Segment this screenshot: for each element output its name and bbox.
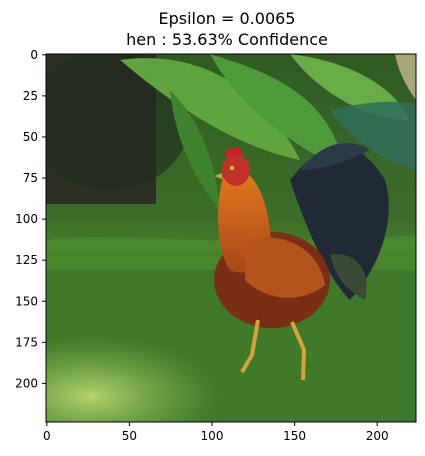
y-tick-label: 150 bbox=[15, 294, 38, 308]
rooster-tail-feather bbox=[300, 142, 370, 170]
rooster-wing bbox=[245, 237, 325, 298]
x-tick-label: 150 bbox=[283, 429, 306, 443]
y-tick-label: 75 bbox=[23, 171, 38, 185]
y-tick-label: 25 bbox=[23, 89, 38, 103]
title-line-1: Epsilon = 0.0065 bbox=[159, 9, 296, 28]
y-tick-label: 175 bbox=[15, 335, 38, 349]
x-tick-label: 0 bbox=[43, 429, 51, 443]
x-tick-label: 100 bbox=[201, 429, 224, 443]
y-tick-label: 125 bbox=[15, 253, 38, 267]
title-line-2: hen : 53.63% Confidence bbox=[126, 30, 328, 49]
rooster-comb bbox=[224, 147, 244, 157]
rooster-beak bbox=[214, 173, 222, 179]
y-tick-label: 200 bbox=[15, 376, 38, 390]
rooster-leg-right bbox=[290, 321, 307, 381]
rooster-tail bbox=[290, 146, 389, 300]
leaf-4 bbox=[330, 101, 416, 170]
leaf-1 bbox=[120, 58, 300, 160]
plot-frame bbox=[45, 53, 417, 423]
x-axis: 0 50 100 150 200 bbox=[43, 422, 389, 443]
rooster-head bbox=[222, 154, 250, 186]
x-tick-label: 50 bbox=[122, 429, 137, 443]
dark-foliage bbox=[46, 54, 190, 190]
x-tick-label: 200 bbox=[366, 429, 389, 443]
sky-patch bbox=[395, 54, 416, 100]
rooster-tail-lower bbox=[330, 254, 367, 300]
leaf-5 bbox=[170, 90, 220, 210]
rooster-eye bbox=[229, 165, 235, 171]
rooster-image bbox=[46, 54, 416, 422]
y-axis: 0 25 50 75 100 125 150 175 200 bbox=[15, 48, 46, 390]
rooster-leg-left bbox=[240, 319, 260, 374]
y-tick-label: 100 bbox=[15, 212, 38, 226]
leaf-2 bbox=[210, 54, 345, 170]
y-tick-label: 50 bbox=[23, 130, 38, 144]
y-tick-label: 0 bbox=[30, 48, 38, 62]
